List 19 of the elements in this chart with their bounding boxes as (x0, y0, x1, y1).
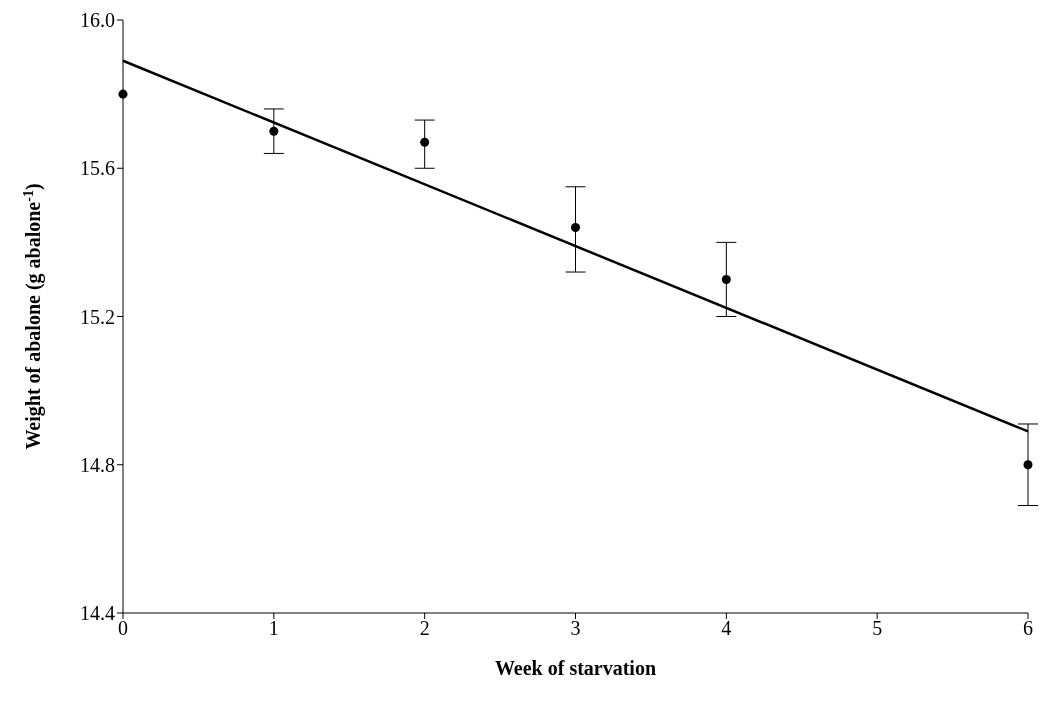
x-tick-label: 6 (1023, 617, 1033, 640)
point (1023, 460, 1033, 470)
x-tick-label: 0 (118, 617, 128, 640)
point (269, 126, 279, 136)
y-tick-label: 14.8 (80, 453, 115, 476)
x-tick-label: 4 (721, 617, 732, 640)
x-tick-label: 1 (268, 617, 279, 640)
x-tick-label: 3 (570, 617, 581, 640)
x-tick-label: 5 (872, 617, 883, 640)
y-tick-label: 15.6 (80, 157, 115, 180)
x-axis-title: Week of starvation (494, 657, 657, 679)
y-tick-label: 14.4 (80, 602, 115, 625)
point (570, 223, 581, 233)
y-tick-label: 16.0 (80, 9, 115, 32)
x-tick-label: 2 (419, 617, 430, 640)
point (420, 137, 430, 147)
point (118, 89, 128, 99)
point (721, 274, 731, 284)
y-tick-label: 15.2 (80, 305, 115, 328)
